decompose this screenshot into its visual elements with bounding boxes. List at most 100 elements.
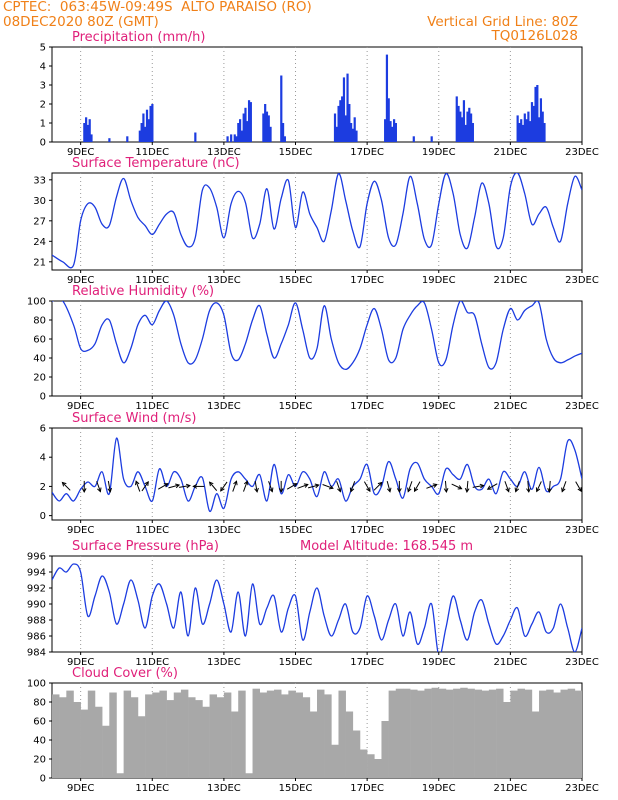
- precip-bar: [90, 134, 93, 142]
- cloud-bar: [80, 709, 89, 778]
- x-tick-label: 9DEC: [67, 147, 94, 158]
- wind-arrow: [107, 480, 112, 493]
- wind-arrow: [451, 483, 463, 490]
- cloud-bar: [574, 690, 582, 778]
- precip-bar: [341, 96, 344, 142]
- cloud-bar: [539, 690, 547, 778]
- precip-bar: [538, 117, 541, 142]
- x-tick-label: 17DEC: [350, 783, 384, 794]
- precip-bar: [233, 134, 236, 142]
- panel-rh: 9DEC 11DEC 13DEC 15DEC 17DEC 19DEC 21DEC 23DEC 0…: [27, 284, 599, 412]
- cloud-bar: [94, 706, 103, 778]
- precip-bar: [385, 54, 389, 142]
- precip-bar: [459, 111, 462, 142]
- x-tick-label: 11DEC: [135, 275, 169, 286]
- precip-bar: [351, 128, 355, 142]
- wind-arrow: [396, 480, 402, 493]
- precip-bar: [353, 117, 356, 142]
- precip-bar: [335, 126, 338, 142]
- x-tick-label: 21DEC: [494, 275, 528, 286]
- y-tick-label: 60: [33, 717, 46, 728]
- cloud-bar: [259, 692, 268, 778]
- panel-plot-area: [52, 687, 582, 778]
- panel-frame: [51, 300, 583, 397]
- cloud-bar: [503, 702, 511, 778]
- y-tick-label: 30: [33, 196, 46, 207]
- wind-arrow: [61, 481, 71, 491]
- precip-bar: [355, 130, 358, 142]
- precip-bar: [392, 119, 396, 142]
- precip-bar: [539, 98, 543, 142]
- precip-bar: [344, 115, 347, 142]
- x-tick-label: 11DEC: [135, 525, 169, 536]
- precip-bar: [394, 123, 397, 142]
- cloud-bar: [345, 711, 354, 778]
- cloud-bar: [467, 688, 475, 778]
- wind-arrow: [504, 481, 510, 493]
- x-tick-label: 21DEC: [494, 147, 528, 158]
- cloud-bar: [116, 773, 124, 778]
- cloud-bar: [173, 692, 182, 778]
- wind-arrow: [208, 481, 218, 491]
- precip-bar: [86, 124, 90, 142]
- cloud-bar: [438, 688, 447, 778]
- x-tick-label: 11DEC: [135, 657, 169, 668]
- cloud-bar: [145, 694, 153, 778]
- x-tick-label: 17DEC: [350, 275, 384, 286]
- cloud-bar: [560, 689, 568, 778]
- y-tick-label: 24: [33, 237, 46, 248]
- panel-frame: [51, 427, 583, 521]
- cloud-bar: [402, 688, 411, 778]
- precip-bar: [230, 134, 233, 142]
- precip-bar: [534, 86, 537, 142]
- precip-bar: [246, 121, 249, 142]
- panel-title: Surface Pressure (hPa): [72, 539, 219, 554]
- precip-bar: [536, 85, 539, 142]
- x-tick-label: 17DEC: [350, 401, 384, 412]
- cloud-bar: [488, 689, 497, 778]
- panel-title: Precipitation (mm/h): [72, 30, 205, 45]
- cloud-bar: [180, 689, 189, 778]
- x-tick-label: 21DEC: [494, 783, 528, 794]
- panel-frame: [51, 46, 583, 143]
- series-line-wind: [52, 437, 582, 512]
- precip-bar: [387, 98, 390, 142]
- cloud-bar: [338, 690, 346, 778]
- panel-frame: [51, 172, 583, 271]
- cloud-bar: [288, 690, 296, 778]
- x-tick-label: 19DEC: [422, 783, 456, 794]
- precip-bar: [333, 113, 337, 142]
- y-tick-label: 20: [33, 373, 46, 384]
- y-tick-label: 2: [40, 482, 46, 493]
- wind-arrow: [307, 483, 320, 489]
- x-tick-label: 9DEC: [67, 275, 94, 286]
- x-tick-label: 13DEC: [207, 147, 241, 158]
- x-tick-label: 23DEC: [565, 401, 599, 412]
- cloud-bar: [367, 754, 375, 778]
- precip-bar: [384, 119, 387, 142]
- cloud-bar: [166, 700, 175, 778]
- cloud-bar: [274, 689, 282, 778]
- precip-bar: [455, 96, 458, 142]
- y-tick-label: 3: [40, 81, 46, 92]
- cloud-bar: [159, 690, 167, 778]
- panel-plot-area: [52, 301, 582, 371]
- precip-bar: [457, 105, 460, 142]
- x-tick-label: 21DEC: [494, 525, 528, 536]
- cloud-bar: [87, 690, 96, 778]
- precip-bar: [126, 136, 129, 142]
- y-tick-label: 80: [33, 316, 46, 327]
- cloud-bar: [324, 694, 332, 778]
- y-tick-label: 996: [27, 552, 46, 563]
- cloud-bar: [445, 689, 454, 778]
- wind-arrow: [349, 481, 356, 493]
- panel-precip: 9DEC 11DEC 13DEC 15DEC 17DEC 19DEC 21DEC 23DEC 0…: [40, 30, 599, 158]
- x-tick-label: 17DEC: [350, 525, 384, 536]
- cloud-bar: [231, 711, 239, 778]
- wind-arrow: [413, 481, 421, 493]
- panel-title: Relative Humidity (%): [72, 284, 214, 299]
- y-tick-label: 100: [27, 297, 46, 308]
- cloud-bar: [374, 759, 382, 778]
- cloud-bar: [216, 697, 225, 778]
- wind-arrow: [407, 481, 413, 493]
